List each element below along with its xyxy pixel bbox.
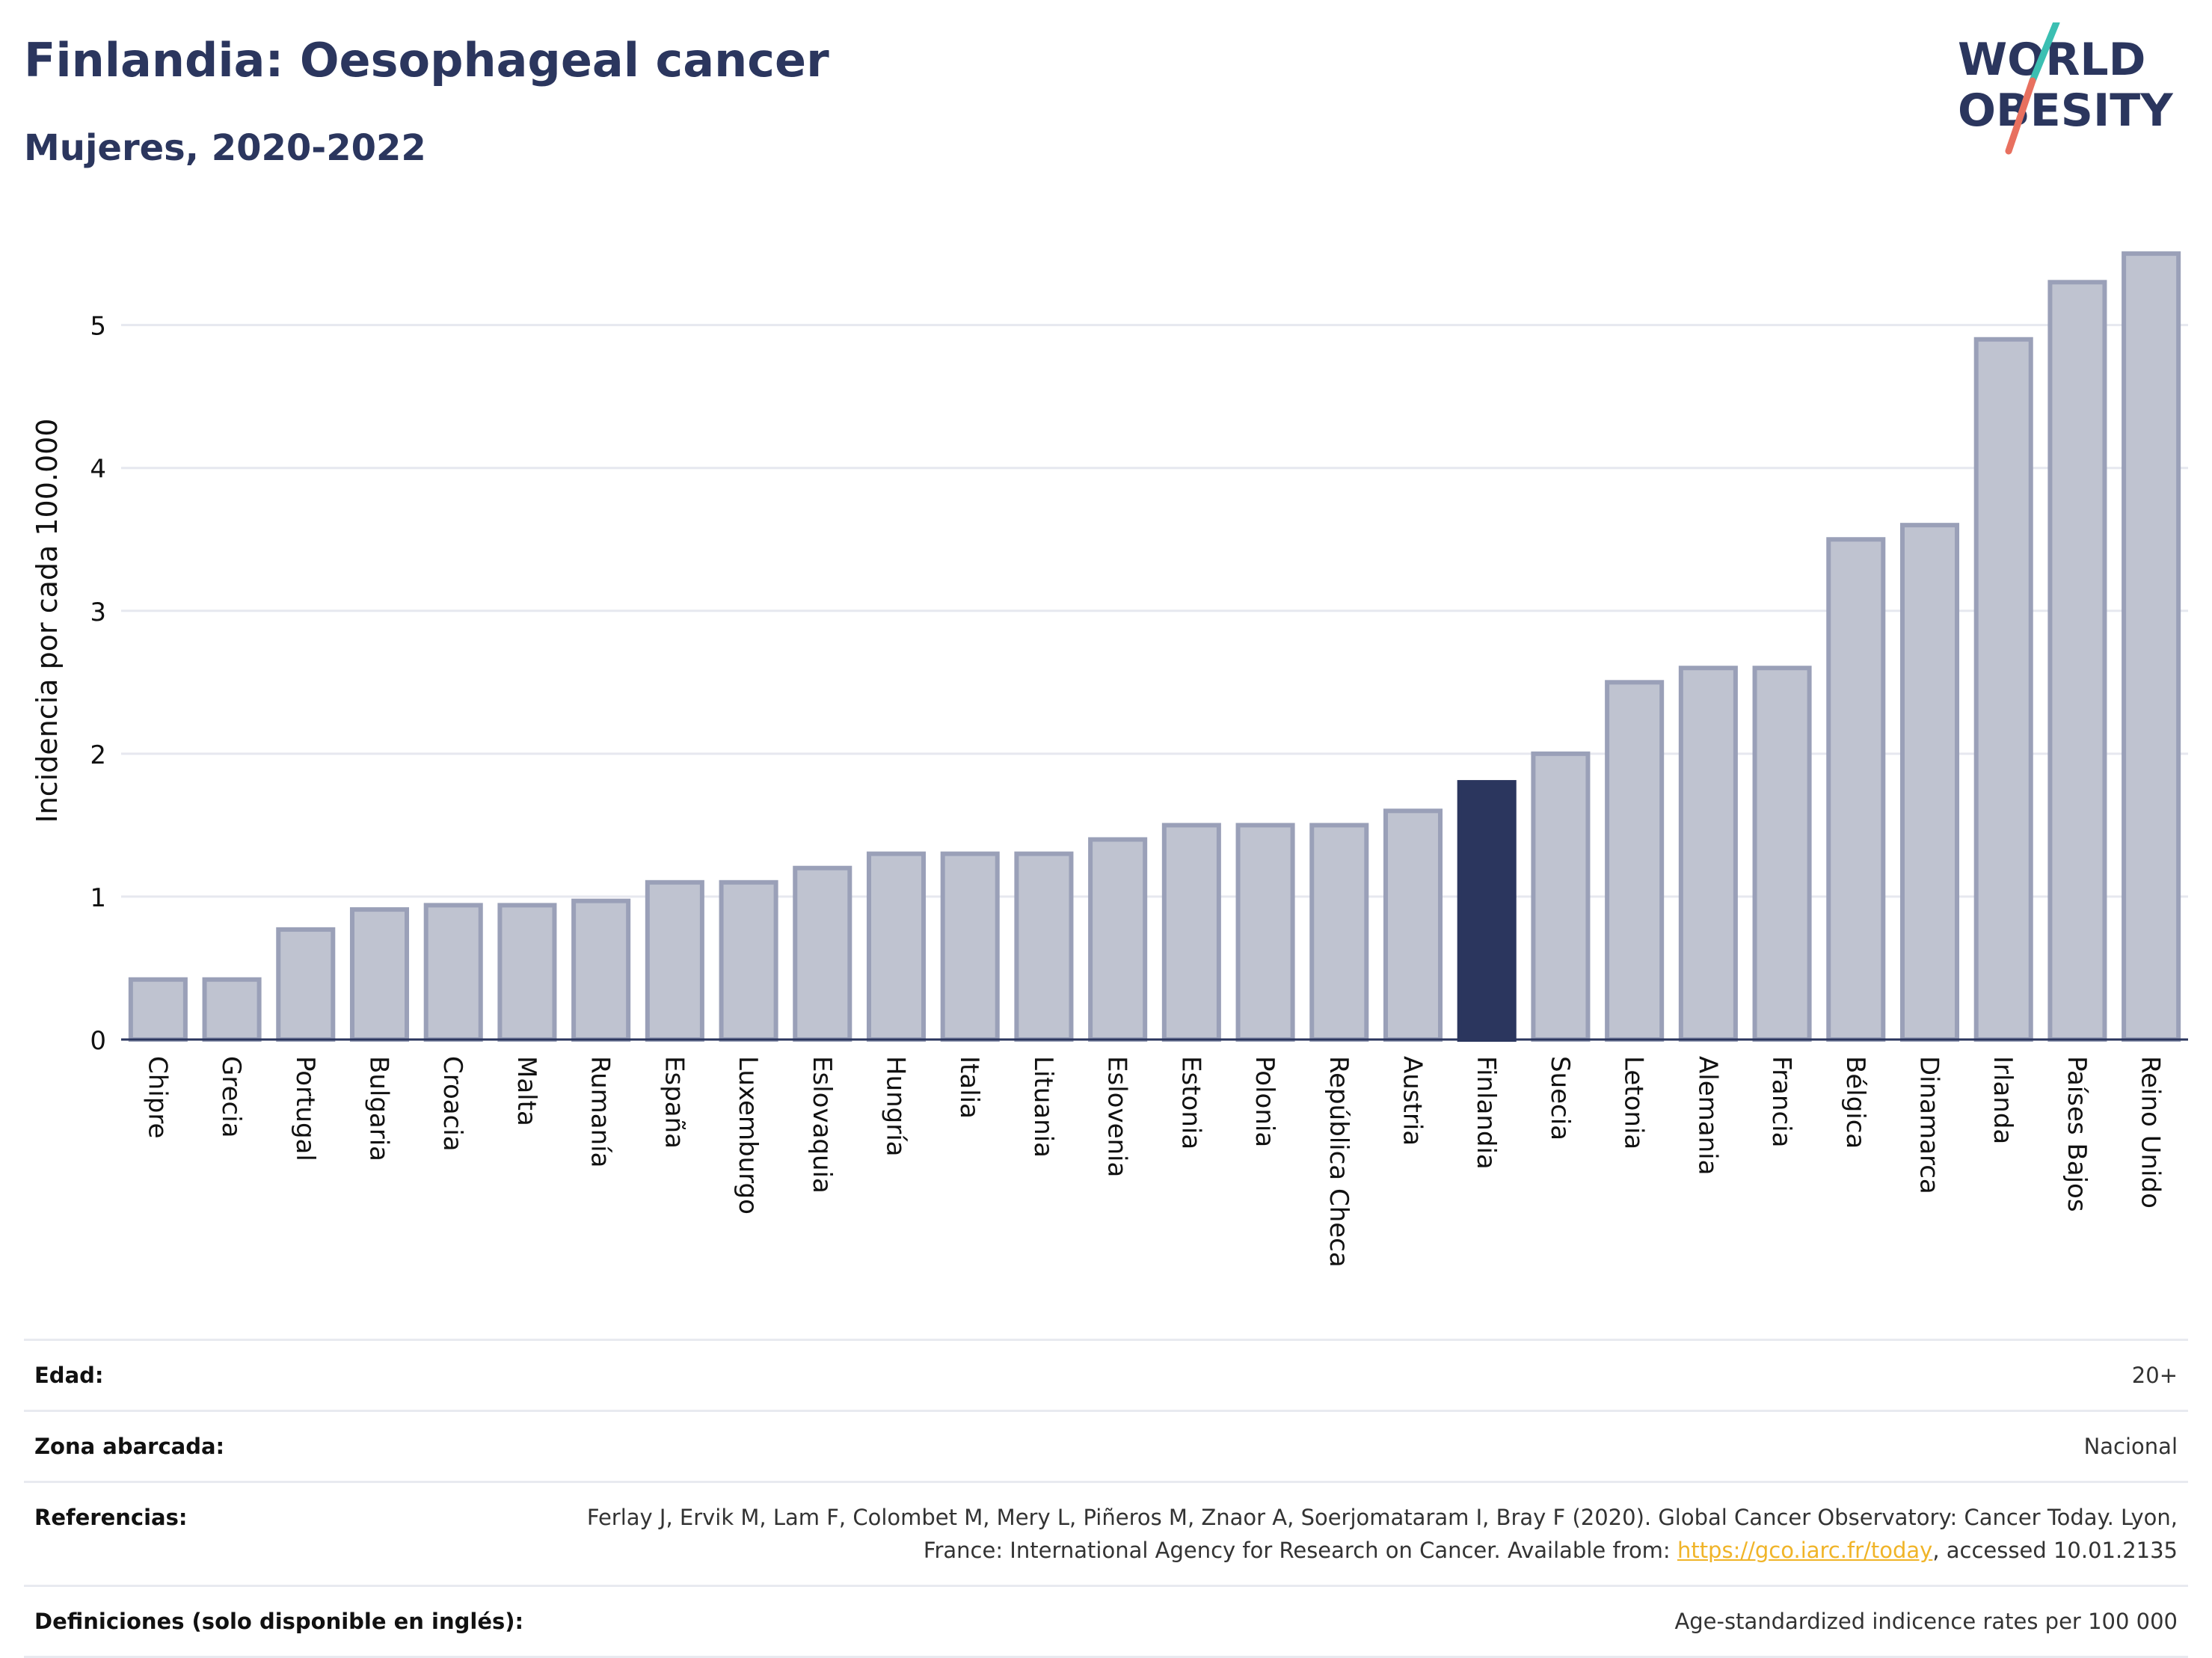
info-key: Referencias:	[24, 1481, 535, 1586]
logo-text-line2: OBESITY	[1958, 85, 2174, 137]
reference-text: Ferlay J, Ervik M, Lam F, Colombet M, Me…	[586, 1505, 2178, 1563]
x-tick-label: Italia	[954, 1056, 984, 1119]
x-tick-label: Lituania	[1028, 1056, 1058, 1158]
bar-reino-unido	[2122, 251, 2181, 1042]
x-tick-label: Letonia	[1619, 1056, 1649, 1149]
bar-lituania	[1014, 851, 1074, 1043]
y-tick-label: 5	[90, 312, 106, 342]
x-tick-label: Bélgica	[1840, 1056, 1870, 1149]
bar-chart: 0 1 2 3 4 5 Chipre Grecia Portugal Bulgaria Croac…	[31, 251, 2188, 1268]
bar-malta	[497, 903, 557, 1042]
x-tick-label: Países Bajos	[2062, 1056, 2092, 1212]
x-tick-label: Polonia	[1250, 1056, 1279, 1147]
bar-letonia	[1605, 680, 1665, 1042]
y-tick-label: 0	[90, 1026, 106, 1056]
info-row-age: Edad: 20+	[24, 1339, 2188, 1411]
bar-rumanía	[571, 898, 631, 1043]
y-tick-label: 3	[90, 598, 106, 627]
logo-slash-top	[2029, 22, 2060, 85]
x-tick-label: Grecia	[216, 1056, 246, 1137]
x-tick-label: Chipre	[142, 1056, 172, 1138]
info-value: Ferlay J, Ervik M, Lam F, Colombet M, Me…	[534, 1481, 2188, 1586]
y-axis-label: Incidencia por cada 100.000	[31, 418, 64, 823]
x-tick-label: Portugal	[290, 1056, 320, 1161]
bar-países-bajos	[2047, 280, 2107, 1043]
x-tick-label: Rumanía	[586, 1056, 615, 1167]
bar-grecia	[202, 977, 262, 1042]
x-tick-label: Irlanda	[1988, 1056, 2018, 1144]
bar-estonia	[1161, 823, 1221, 1042]
info-key: Definiciones (solo disponible en inglés)…	[24, 1585, 535, 1658]
x-tick-label: Finlandia	[1471, 1056, 1501, 1170]
bar-croacia	[423, 903, 483, 1042]
bar-alemania	[1678, 666, 1738, 1042]
info-row-zone: Zona abarcada: Nacional	[24, 1410, 2188, 1482]
info-value: Age-standardized indicence rates per 100…	[534, 1585, 2188, 1658]
reference-accessed: , accessed 10.01.2135	[1932, 1538, 2178, 1563]
x-tick-label: Alemania	[1692, 1056, 1722, 1175]
bar-hungría	[866, 851, 927, 1043]
bar-españa	[645, 879, 704, 1042]
bar-eslovaquia	[793, 865, 852, 1042]
bars	[128, 251, 2181, 1043]
x-tick-label: Eslovaquia	[807, 1056, 837, 1194]
info-row-definitions: Definiciones (solo disponible en inglés)…	[24, 1585, 2188, 1658]
bar-francia	[1752, 666, 1812, 1042]
bar-dinamarca	[1899, 523, 1960, 1042]
bar-suecia	[1531, 751, 1591, 1042]
y-tick-label: 4	[90, 455, 106, 485]
x-tick-label: Hungría	[881, 1056, 911, 1157]
x-tick-label: Bulgaria	[364, 1056, 394, 1161]
bar-irlanda	[1973, 337, 2033, 1042]
x-tick-label: España	[659, 1056, 689, 1149]
x-tick-label: Austria	[1398, 1056, 1428, 1146]
info-key: Zona abarcada:	[24, 1410, 535, 1482]
reference-link[interactable]: https://gco.iarc.fr/today	[1677, 1538, 1933, 1563]
x-tick-label: Malta	[511, 1056, 541, 1126]
y-axis-ticks: 0 1 2 3 4 5	[90, 312, 106, 1056]
logo-slash-bottom	[2005, 77, 2036, 155]
bar-bulgaria	[349, 907, 410, 1042]
bar-portugal	[276, 927, 336, 1042]
bar-bélgica	[1826, 537, 1886, 1042]
x-tick-label: Suecia	[1545, 1056, 1575, 1140]
bar-italia	[940, 851, 1000, 1043]
world-obesity-logo: WORLD OBESITY	[1958, 22, 2174, 155]
bar-polonia	[1235, 823, 1295, 1042]
info-value: Nacional	[534, 1410, 2188, 1482]
x-tick-label: Estonia	[1176, 1056, 1205, 1149]
x-tick-label: Luxemburgo	[733, 1056, 763, 1215]
x-tick-label: Dinamarca	[1914, 1056, 1944, 1194]
bar-finlandia	[1457, 780, 1517, 1042]
x-tick-label: República Checa	[1324, 1056, 1354, 1268]
page-subtitle: Mujeres, 2020-2022	[24, 127, 426, 169]
x-tick-label: Reino Unido	[2136, 1056, 2166, 1209]
page-title: Finlandia: Oesophageal cancer	[24, 33, 829, 87]
x-tick-label: Eslovenia	[1102, 1056, 1132, 1177]
bar-luxemburgo	[719, 879, 778, 1042]
bar-chipre	[128, 977, 188, 1042]
bar-eslovenia	[1088, 837, 1148, 1042]
info-value: 20+	[534, 1339, 2188, 1411]
y-tick-label: 1	[90, 883, 106, 913]
x-tick-label: Croacia	[437, 1056, 467, 1152]
x-axis-ticks: Chipre Grecia Portugal Bulgaria Croacia Malta…	[142, 1056, 2165, 1268]
x-tick-label: Francia	[1766, 1056, 1796, 1147]
info-row-references: Referencias: Ferlay J, Ervik M, Lam F, C…	[24, 1481, 2188, 1586]
y-tick-label: 2	[90, 740, 106, 770]
info-key: Edad:	[24, 1339, 535, 1411]
info-table: Edad: 20+ Zona abarcada: Nacional Refere…	[24, 1339, 2188, 1658]
bar-república-checa	[1309, 823, 1369, 1042]
bar-austria	[1383, 808, 1443, 1043]
